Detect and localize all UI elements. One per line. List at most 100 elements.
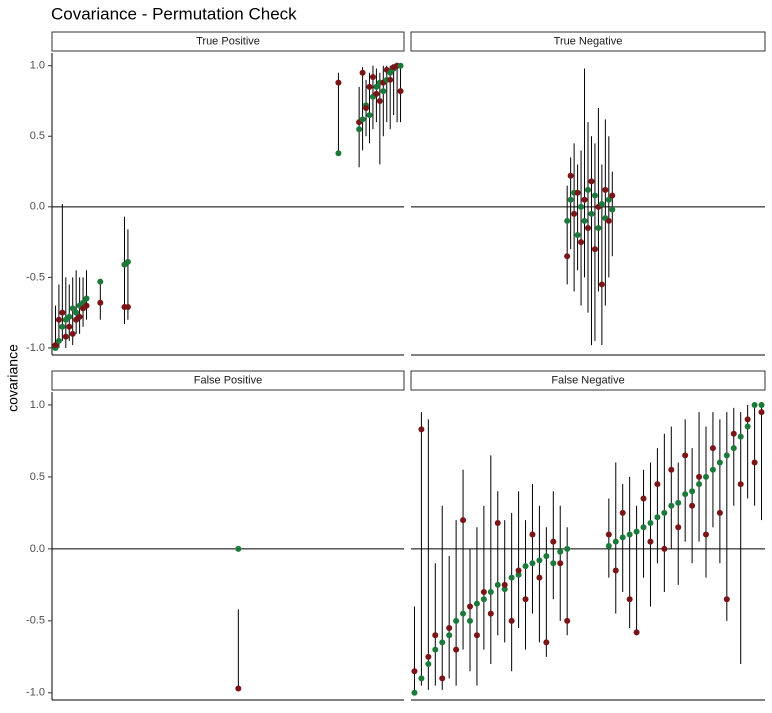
permuted-point [609, 206, 616, 213]
strip-box [51, 370, 405, 391]
permuted-point [626, 531, 633, 538]
observed-point [633, 629, 640, 636]
strip-box [410, 370, 766, 391]
permuted-point [536, 557, 543, 564]
observed-point [335, 79, 342, 86]
observed-point [376, 97, 383, 104]
observed-point [682, 452, 689, 459]
permuted-point [397, 62, 404, 69]
observed-point [557, 560, 564, 567]
permuted-point [359, 116, 366, 123]
observed-point [737, 481, 744, 488]
observed-point [550, 538, 557, 545]
observed-point [703, 531, 709, 538]
observed-point [602, 186, 609, 193]
observed-point [598, 281, 605, 288]
strip-label: True Positive [196, 35, 260, 47]
observed-point [59, 309, 66, 316]
observed-point [124, 304, 131, 311]
observed-point [571, 210, 578, 217]
permuted-point [373, 83, 380, 90]
permuted-point [69, 305, 76, 312]
permuted-point [480, 596, 487, 603]
permuted-point [411, 689, 418, 696]
observed-point [543, 639, 550, 646]
permuted-point [487, 589, 494, 596]
permuted-point [661, 509, 668, 516]
permuted-point [723, 452, 730, 459]
observed-point [397, 88, 404, 95]
observed-point [453, 646, 460, 653]
y-tick-label: -0.5 [26, 615, 45, 627]
permuted-point [467, 617, 473, 624]
observed-point [387, 76, 394, 83]
observed-point [591, 246, 598, 253]
observed-point [55, 316, 62, 323]
observed-point [439, 675, 446, 682]
observed-point [529, 531, 536, 538]
observed-point [758, 409, 765, 416]
permuted-point [439, 639, 446, 646]
permuted-point [675, 499, 682, 506]
permuted-point [432, 646, 439, 653]
observed-point [235, 685, 242, 692]
permuted-point [460, 610, 467, 617]
observed-point [536, 574, 543, 581]
permuted-point [585, 186, 591, 193]
observed-point [744, 416, 751, 423]
observed-point [508, 617, 515, 624]
permuted-point [453, 617, 460, 624]
observed-point [76, 313, 83, 320]
observed-point [359, 69, 366, 76]
permuted-point [97, 278, 104, 285]
permuted-point [730, 445, 737, 452]
permuted-point [567, 196, 574, 203]
permuted-point [581, 217, 588, 224]
observed-point [97, 299, 104, 306]
y-tick-label: 0.0 [30, 201, 45, 213]
permuted-point [744, 423, 751, 430]
observed-point [460, 517, 467, 524]
permuted-point [619, 534, 626, 541]
observed-point [487, 610, 494, 617]
permuted-point [522, 563, 529, 570]
permuted-point [605, 196, 612, 203]
observed-point [564, 253, 571, 260]
permuted-point [55, 337, 62, 344]
permuted-point [446, 632, 453, 639]
permuted-point [654, 514, 661, 521]
observed-point [626, 596, 633, 603]
observed-point [522, 596, 529, 603]
observed-point [661, 545, 668, 552]
permuted-point [529, 560, 536, 567]
observed-point [411, 668, 418, 675]
observed-point [612, 567, 619, 574]
observed-point [709, 445, 716, 452]
y-tick-label: 1.0 [30, 60, 45, 72]
observed-point [654, 481, 661, 488]
chart-title: Covariance - Permutation Check [51, 4, 297, 23]
permuted-point [612, 538, 619, 545]
y-tick-label: 0.5 [30, 471, 45, 483]
observed-point [366, 83, 373, 90]
observed-point [585, 224, 591, 231]
observed-point [83, 302, 90, 309]
permuted-point [578, 203, 585, 210]
permuted-point [598, 201, 605, 207]
permuted-point [758, 401, 765, 408]
permuted-point [633, 528, 640, 535]
permuted-point [235, 545, 242, 552]
permuted-point [574, 232, 581, 239]
permuted-point [83, 295, 90, 302]
permuted-point [543, 553, 550, 560]
permuted-point [682, 491, 689, 498]
observed-point [730, 430, 737, 437]
observed-point [640, 495, 647, 502]
permuted-point [689, 488, 696, 495]
permuted-point [564, 545, 571, 552]
permuted-point [751, 401, 758, 408]
permuted-point [473, 600, 480, 607]
observed-point [605, 531, 612, 538]
strip-box [51, 31, 405, 52]
